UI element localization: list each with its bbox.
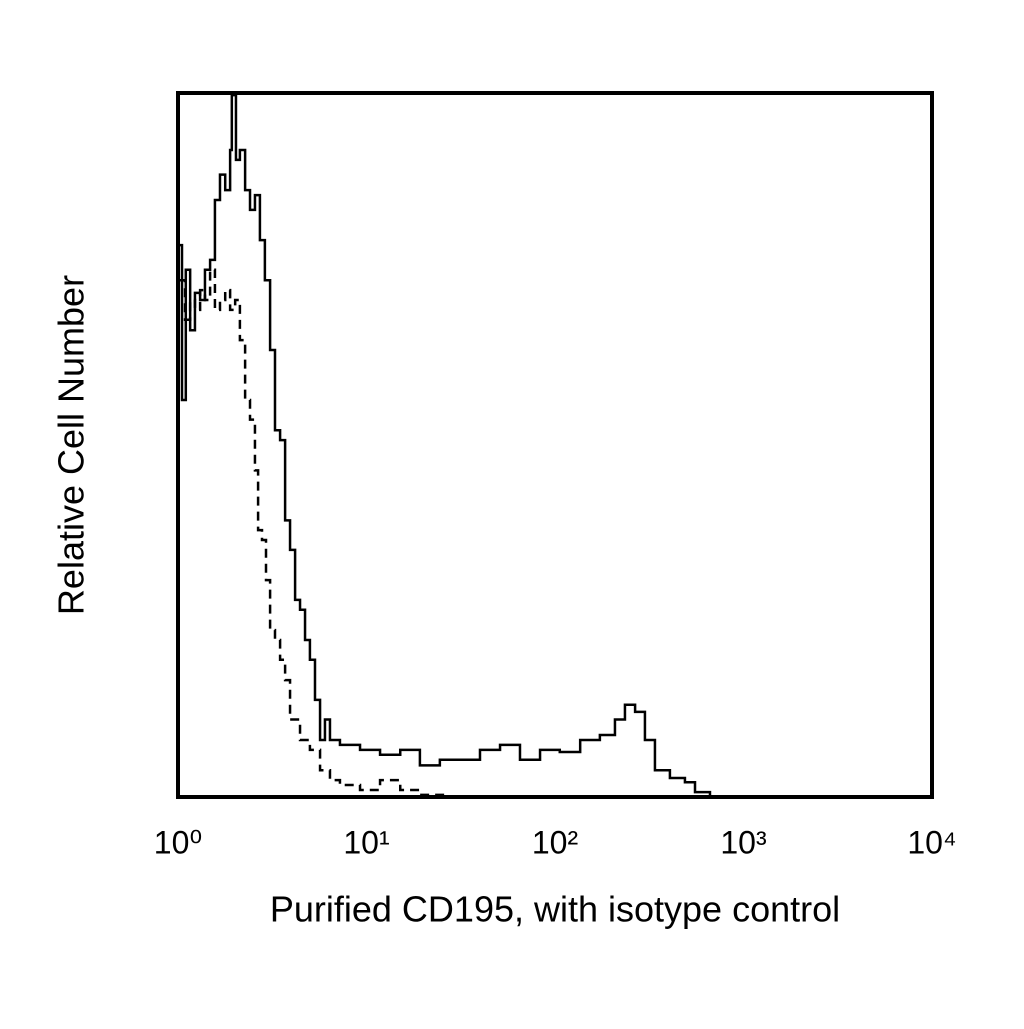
x-tick-label: 10³ xyxy=(720,824,767,860)
histogram-line xyxy=(178,268,932,799)
x-tick-label: 10⁴ xyxy=(907,824,956,860)
plot-frame xyxy=(176,91,934,799)
histogram-line xyxy=(178,93,932,799)
x-tick-label: 10² xyxy=(532,824,579,860)
x-tick-label: 10⁰ xyxy=(154,824,202,860)
x-axis-label: Purified CD195, with isotype control xyxy=(270,889,840,930)
y-axis-label: Relative Cell Number xyxy=(51,275,92,615)
x-tick-label: 10¹ xyxy=(343,824,389,860)
